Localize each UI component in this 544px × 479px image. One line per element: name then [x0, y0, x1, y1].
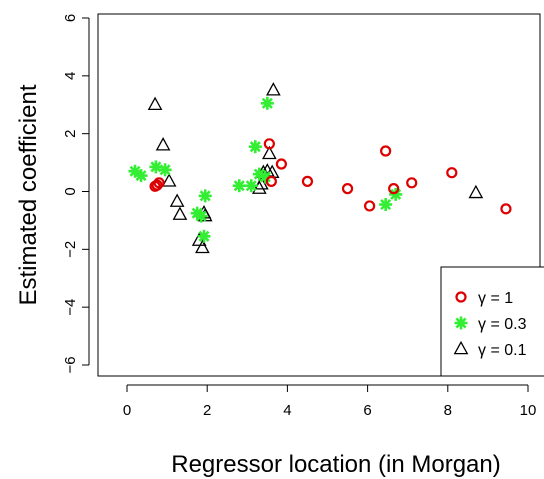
asterisk-stroke: [135, 170, 147, 182]
triangle-point: [161, 173, 177, 187]
legend-label: γ = 0.3: [478, 316, 527, 333]
y-tick-label: 6: [62, 14, 79, 22]
asterisk-point: [379, 198, 393, 212]
circle-point: [341, 183, 354, 195]
asterisk-stroke: [195, 210, 207, 222]
y-tick-label: 4: [62, 72, 79, 80]
asterisk-stroke: [261, 97, 273, 109]
x-tick-label: 6: [363, 402, 371, 419]
circle-point: [265, 175, 277, 187]
data-points: [128, 82, 512, 254]
x-tick-label: 8: [444, 402, 452, 419]
asterisk-point: [198, 189, 212, 203]
circle-point: [446, 167, 458, 179]
asterisk-stroke: [159, 164, 171, 176]
asterisk-stroke: [455, 317, 467, 329]
circle-point: [406, 177, 418, 189]
asterisk-stroke: [253, 168, 265, 180]
asterisk-stroke: [249, 141, 261, 153]
asterisk-point: [244, 179, 258, 193]
x-tick-label: 4: [283, 402, 291, 419]
circle-point: [151, 179, 163, 191]
asterisk-stroke: [380, 198, 392, 211]
y-tick-label: −4: [62, 299, 79, 316]
circle-point: [388, 183, 400, 195]
y-tick-label: −2: [62, 241, 79, 258]
triangle-point: [468, 184, 484, 199]
triangle-point: [266, 82, 281, 96]
asterisk-point: [197, 229, 211, 243]
asterisk-point: [134, 169, 148, 183]
circle-point: [380, 145, 392, 157]
x-tick-label: 2: [203, 402, 211, 419]
asterisk-point: [158, 163, 172, 177]
series-triangle: [147, 82, 484, 254]
x-axis-title: Regressor location (in Morgan): [171, 451, 500, 478]
legend: γ = 1 γ = 0.3 γ = 0.1: [440, 266, 544, 377]
asterisk-point: [258, 170, 272, 184]
series-asterisk: [128, 96, 403, 243]
y-tick-label: 0: [62, 187, 79, 195]
circle-point: [500, 203, 512, 215]
asterisk-stroke: [259, 171, 271, 183]
asterisk-stroke: [150, 161, 162, 173]
series-circle: [149, 138, 512, 215]
asterisk-point: [260, 96, 274, 110]
y-tick-label: −6: [62, 356, 79, 373]
triangle-point: [262, 145, 277, 160]
y-axis-title: Estimated coefficient: [15, 84, 42, 305]
y-tick-label: 2: [62, 129, 79, 137]
asterisk-point: [194, 209, 208, 223]
triangle-point: [155, 137, 171, 151]
legend-triangle-icon: [453, 340, 469, 355]
asterisk-point: [389, 187, 403, 201]
legend-label: γ = 0.1: [478, 342, 527, 359]
x-axis: 0 2 4 6 8 10: [123, 384, 537, 419]
triangle-point: [195, 239, 210, 254]
circle-point: [275, 158, 287, 170]
circle-point: [153, 177, 165, 189]
asterisk-point: [248, 140, 262, 154]
legend-label: γ = 1: [478, 290, 513, 307]
y-axis: −6 −4 −2 0 2 4 6: [62, 14, 90, 374]
asterisk-stroke: [198, 230, 210, 242]
triangle-point: [172, 206, 188, 220]
asterisk-stroke: [390, 188, 402, 200]
triangle-point: [147, 96, 163, 111]
asterisk-stroke: [245, 180, 257, 192]
asterisk-point: [232, 179, 246, 193]
triangle-point: [169, 193, 185, 207]
plot-frame: [97, 13, 541, 377]
legend-circle-icon: [455, 291, 467, 303]
asterisk-stroke: [199, 190, 211, 202]
circle-point: [301, 175, 314, 187]
asterisk-stroke: [129, 165, 141, 177]
circle-point: [364, 200, 376, 212]
asterisk-stroke: [233, 180, 245, 192]
x-tick-label: 0: [123, 402, 131, 419]
legend-asterisk-icon: [454, 316, 468, 330]
x-tick-label: 10: [520, 402, 537, 419]
circle-point: [263, 138, 275, 150]
